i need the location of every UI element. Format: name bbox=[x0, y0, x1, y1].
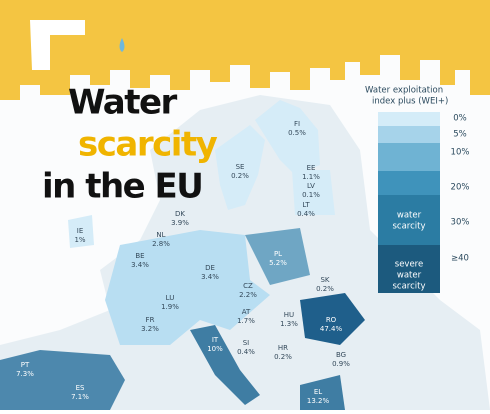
legend-swatch bbox=[378, 112, 440, 126]
country-value: 0.2% bbox=[316, 285, 334, 293]
country-code: LU bbox=[166, 294, 175, 302]
country-value: 0.1% bbox=[302, 191, 320, 199]
country-value: 0.2% bbox=[274, 353, 292, 361]
country-code: HU bbox=[284, 311, 294, 319]
legend-swatch bbox=[378, 171, 440, 195]
legend-tick: 0% bbox=[453, 114, 467, 124]
band-label: severe bbox=[395, 260, 423, 270]
country-code: EE bbox=[307, 164, 316, 172]
country-value: 3.2% bbox=[141, 325, 159, 333]
skyline bbox=[0, 0, 490, 100]
country-value: 1% bbox=[74, 236, 85, 244]
finland bbox=[255, 100, 320, 175]
legend-swatch bbox=[378, 126, 440, 143]
country-value: 0.4% bbox=[237, 348, 255, 356]
legend-swatch bbox=[378, 195, 440, 245]
country-code: BE bbox=[135, 252, 144, 260]
country-value: 2.2% bbox=[239, 291, 257, 299]
country-value: 0.2% bbox=[231, 172, 249, 180]
greece bbox=[300, 375, 345, 410]
legend-tick: 30% bbox=[451, 218, 470, 228]
drop-icon bbox=[119, 38, 125, 52]
country-value: 5.2% bbox=[269, 259, 287, 267]
country-value: 1.9% bbox=[161, 303, 179, 311]
legend-tick: ≥40 bbox=[451, 254, 469, 264]
band-label: scarcity bbox=[392, 282, 425, 292]
country-code: DE bbox=[205, 264, 215, 272]
country-code: CZ bbox=[243, 282, 253, 290]
legend-title: Water exploitation bbox=[365, 86, 443, 96]
legend-tick: 10% bbox=[451, 148, 470, 158]
country-value: 10% bbox=[207, 345, 223, 353]
country-code: RO bbox=[326, 316, 337, 324]
italy bbox=[190, 325, 260, 405]
country-value: 7.1% bbox=[71, 393, 89, 401]
country-code: FI bbox=[294, 120, 300, 128]
baltics bbox=[292, 170, 335, 215]
country-value: 3.9% bbox=[171, 219, 189, 227]
country-value: 7.3% bbox=[16, 370, 34, 378]
country-value: 0.4% bbox=[297, 210, 315, 218]
country-value: 3.4% bbox=[131, 261, 149, 269]
country-code: PL bbox=[274, 250, 282, 258]
west-europe bbox=[105, 230, 270, 345]
title-line: Water bbox=[68, 83, 178, 123]
country-value: 47.4% bbox=[320, 325, 343, 333]
poland bbox=[245, 228, 310, 285]
country-value: 3.4% bbox=[201, 273, 219, 281]
romania bbox=[300, 293, 365, 345]
band-label: water bbox=[397, 211, 422, 221]
band-label: scarcity bbox=[392, 222, 425, 232]
country-code: SK bbox=[320, 276, 329, 284]
country-value: 0.9% bbox=[332, 360, 350, 368]
country-code: FR bbox=[146, 316, 155, 324]
country-code: AT bbox=[242, 308, 251, 316]
country-labels: FI0.5%SE0.2%EE1.1%LV0.1%LT0.4%DK3.9%IE1%… bbox=[16, 120, 350, 405]
title-line: in the EU bbox=[42, 167, 202, 207]
country-code: BG bbox=[336, 351, 346, 359]
tap-icon bbox=[30, 20, 85, 70]
country-value: 0.5% bbox=[288, 129, 306, 137]
title-line: scarcity bbox=[78, 125, 218, 165]
country-code: PT bbox=[21, 361, 30, 369]
legend-tick: 20% bbox=[451, 183, 470, 193]
country-code: ES bbox=[76, 384, 85, 392]
country-value: 1.1% bbox=[302, 173, 320, 181]
legend-title: index plus (WEI+) bbox=[372, 97, 448, 107]
ireland bbox=[68, 215, 94, 248]
country-code: IT bbox=[212, 336, 219, 344]
country-code: LV bbox=[307, 182, 315, 190]
country-value: 1.3% bbox=[280, 320, 298, 328]
legend-tick: 5% bbox=[453, 130, 467, 140]
country-code: SI bbox=[243, 339, 250, 347]
band-label: water bbox=[397, 271, 422, 281]
country-code: HR bbox=[278, 344, 288, 352]
legend-swatch bbox=[378, 245, 440, 293]
legend-swatch bbox=[378, 143, 440, 171]
country-code: DK bbox=[175, 210, 185, 218]
iberia bbox=[0, 350, 125, 410]
country-code: NL bbox=[156, 231, 165, 239]
sweden bbox=[215, 125, 265, 210]
country-code: LT bbox=[302, 201, 310, 209]
country-value: 1.7% bbox=[237, 317, 255, 325]
map bbox=[0, 95, 490, 410]
country-code: SE bbox=[236, 163, 245, 171]
legend: Water exploitation index plus (WEI+) 0% … bbox=[365, 86, 470, 293]
country-value: 2.8% bbox=[152, 240, 170, 248]
country-code: IE bbox=[77, 227, 84, 235]
country-value: 13.2% bbox=[307, 397, 330, 405]
country-code: EL bbox=[314, 388, 322, 396]
